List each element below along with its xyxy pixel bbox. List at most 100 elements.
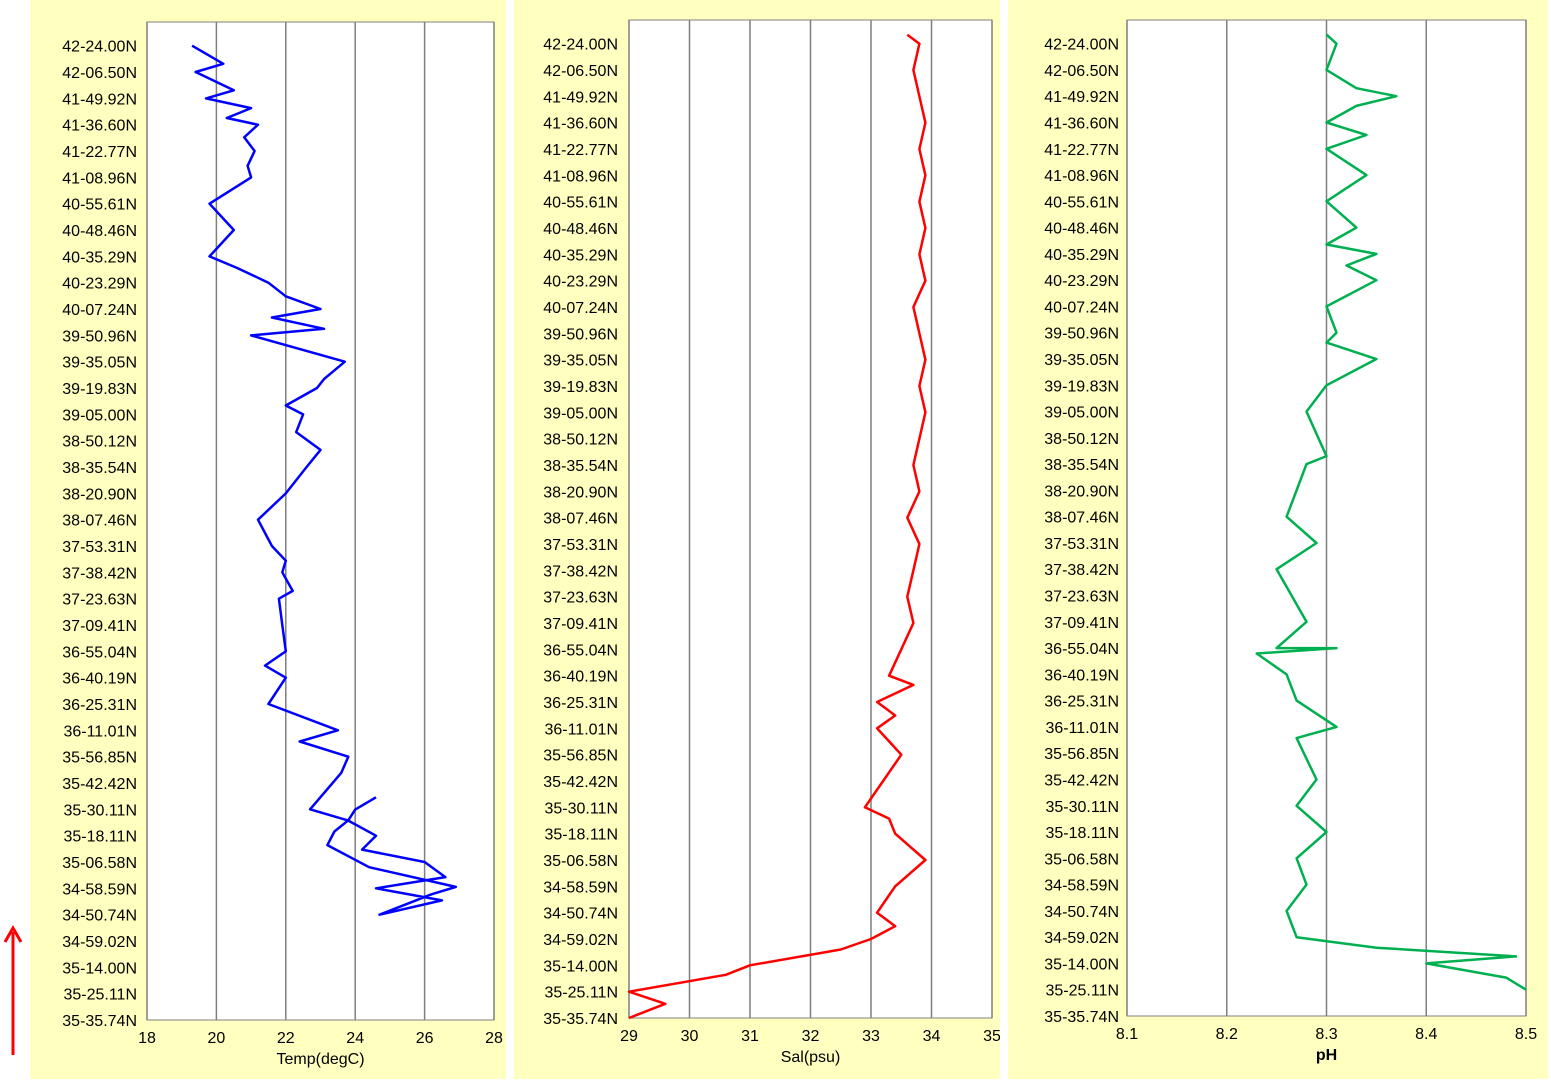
y-tick-label: 38-07.46N: [1044, 510, 1119, 527]
x-tick-label: 20: [208, 1030, 226, 1047]
y-tick-label: 37-23.63N: [1044, 589, 1119, 606]
y-tick-label: 41-36.60N: [62, 118, 137, 135]
y-tick-label: 37-09.41N: [543, 616, 618, 633]
y-tick-label: 41-36.60N: [543, 116, 618, 133]
sal-series-line: [627, 33, 927, 1020]
y-tick-label: 35-18.11N: [63, 829, 137, 846]
y-tick-label: 38-35.54N: [1044, 457, 1119, 474]
y-tick-label: 40-07.24N: [1044, 299, 1119, 316]
x-tick-label: 28: [485, 1030, 503, 1047]
y-tick-label: 37-23.63N: [543, 590, 618, 607]
y-tick-label: 35-30.11N: [544, 800, 618, 817]
y-tick-label: 40-35.29N: [543, 247, 618, 264]
salinity-chart: 29 30 31 32 33 34 35 42-24.00N 42-06.50N 41-49.92…: [543, 19, 1001, 1066]
y-tick-label: 36-55.04N: [543, 642, 618, 659]
y-tick-label: 41-49.92N: [543, 89, 618, 106]
y-tick-label: 37-38.42N: [62, 565, 137, 582]
y-tick-label: 35-56.85N: [543, 748, 618, 765]
y-tick-label: 38-35.54N: [543, 458, 618, 475]
y-tick-label: 41-49.92N: [1044, 89, 1119, 106]
y-tick-label: 38-50.12N: [62, 434, 137, 451]
y-tick-label: 38-07.46N: [543, 511, 618, 528]
x-tick-label: 33: [862, 1028, 880, 1045]
y-tick-label: 40-48.46N: [543, 221, 618, 238]
y-tick-label: 41-36.60N: [1044, 115, 1119, 132]
plot-area: [146, 21, 495, 1021]
y-tick-label: 35-42.42N: [62, 776, 137, 793]
y-tick-label: 39-19.83N: [1044, 378, 1119, 395]
ph-series-line: [1255, 33, 1527, 991]
y-tick-label: 37-09.41N: [62, 618, 137, 635]
y-tick-label: 39-05.00N: [62, 407, 137, 424]
y-tick-label: 39-50.96N: [543, 326, 618, 343]
up-arrow-icon: [3, 924, 23, 1055]
y-tick-label: 37-38.42N: [1044, 562, 1119, 579]
y-tick-label: 35-25.11N: [1045, 983, 1119, 1000]
ph-chart-panel: 8.1 8.2 8.3 8.4 8.5 42-24.00N 42-06.50N 41-49.9…: [1008, 0, 1548, 1079]
y-tick-label: 35-14.00N: [1044, 956, 1119, 973]
y-tick-label: 38-35.54N: [62, 460, 137, 477]
y-tick-label: 35-35.74N: [62, 1013, 137, 1030]
y-tick-label: 40-23.29N: [1044, 273, 1119, 290]
y-tick-label: 35-25.11N: [544, 985, 618, 1002]
x-tick-label: 30: [681, 1028, 699, 1045]
y-tick-label: 42-06.50N: [62, 65, 137, 82]
y-tick-label: 41-08.96N: [543, 168, 618, 185]
y-tick-label: 40-48.46N: [62, 223, 137, 240]
y-tick-label: 40-07.24N: [543, 300, 618, 317]
y-tick-label: 35-18.11N: [1045, 825, 1119, 842]
x-tick-label: 8.1: [1116, 1026, 1138, 1043]
y-tick-label: 41-08.96N: [62, 170, 137, 187]
x-tick-label: 35: [983, 1028, 1000, 1045]
y-tick-label: 35-30.11N: [63, 802, 137, 819]
y-tick-label: 40-55.61N: [1044, 194, 1119, 211]
y-tick-label: 39-50.96N: [62, 328, 137, 345]
y-tick-label: 36-11.01N: [63, 723, 137, 740]
x-tick-label: 26: [416, 1030, 434, 1047]
y-tick-label: 37-53.31N: [543, 537, 618, 554]
x-tick-label: 8.4: [1415, 1026, 1437, 1043]
y-tick-label: 34-50.74N: [543, 906, 618, 923]
y-tick-label: 36-40.19N: [62, 671, 137, 688]
y-tick-label: 42-24.00N: [1044, 37, 1119, 54]
y-tick-label: 39-19.83N: [543, 379, 618, 396]
x-tick-label: 18: [138, 1030, 156, 1047]
y-tick-label: 41-08.96N: [1044, 168, 1119, 185]
y-tick-label: 37-23.63N: [62, 592, 137, 609]
y-tick-label: 40-55.61N: [62, 197, 137, 214]
y-tick-label: 39-35.05N: [62, 355, 137, 372]
y-tick-label: 35-06.58N: [543, 853, 618, 870]
y-tick-label: 38-20.90N: [1044, 483, 1119, 500]
y-tick-label: 34-58.59N: [543, 879, 618, 896]
y-tick-label: 34-59.02N: [62, 934, 137, 951]
y-tick-label: 36-11.01N: [544, 721, 618, 738]
y-tick-label: 35-56.85N: [1044, 746, 1119, 763]
y-tick-label: 40-55.61N: [543, 195, 618, 212]
x-tick-label: 32: [802, 1028, 820, 1045]
y-tick-label: 40-35.29N: [1044, 247, 1119, 264]
y-tick-label: 37-53.31N: [62, 539, 137, 556]
x-axis-label: pH: [1316, 1047, 1337, 1064]
ph-chart: 8.1 8.2 8.3 8.4 8.5 42-24.00N 42-06.50N 41-49.9…: [1044, 19, 1537, 1064]
y-tick-label: 41-22.77N: [543, 142, 618, 159]
y-tick-label: 39-05.00N: [543, 405, 618, 422]
y-tick-label: 37-38.42N: [543, 563, 618, 580]
x-tick-label: 24: [346, 1030, 364, 1047]
y-tick-label: 36-55.04N: [62, 644, 137, 661]
y-tick-label: 35-14.00N: [543, 958, 618, 975]
y-tick-label: 40-23.29N: [62, 276, 137, 293]
y-tick-label: 37-09.41N: [1044, 615, 1119, 632]
y-tick-label: 38-50.12N: [543, 432, 618, 449]
y-tick-label: 35-35.74N: [1044, 1009, 1119, 1026]
y-tick-label: 34-58.59N: [62, 881, 137, 898]
y-tick-label: 42-24.00N: [543, 37, 618, 54]
y-tick-label: 35-30.11N: [1045, 799, 1119, 816]
y-tick-label: 35-42.42N: [543, 774, 618, 791]
y-tick-label: 41-22.77N: [62, 144, 137, 161]
y-tick-label: 35-25.11N: [63, 987, 137, 1004]
y-tick-label: 37-53.31N: [1044, 536, 1119, 553]
y-tick-label: 40-48.46N: [1044, 221, 1119, 238]
salinity-chart-panel: 29 30 31 32 33 34 35 42-24.00N 42-06.50N 41-49.92…: [514, 0, 1001, 1079]
y-tick-label: 39-05.00N: [1044, 405, 1119, 422]
x-tick-label: 31: [741, 1028, 759, 1045]
